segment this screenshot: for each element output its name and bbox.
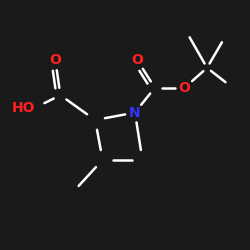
Text: HO: HO [12, 100, 36, 114]
Text: O: O [132, 53, 143, 67]
Text: O: O [179, 81, 190, 95]
Text: N: N [129, 106, 141, 120]
Text: O: O [50, 53, 61, 67]
